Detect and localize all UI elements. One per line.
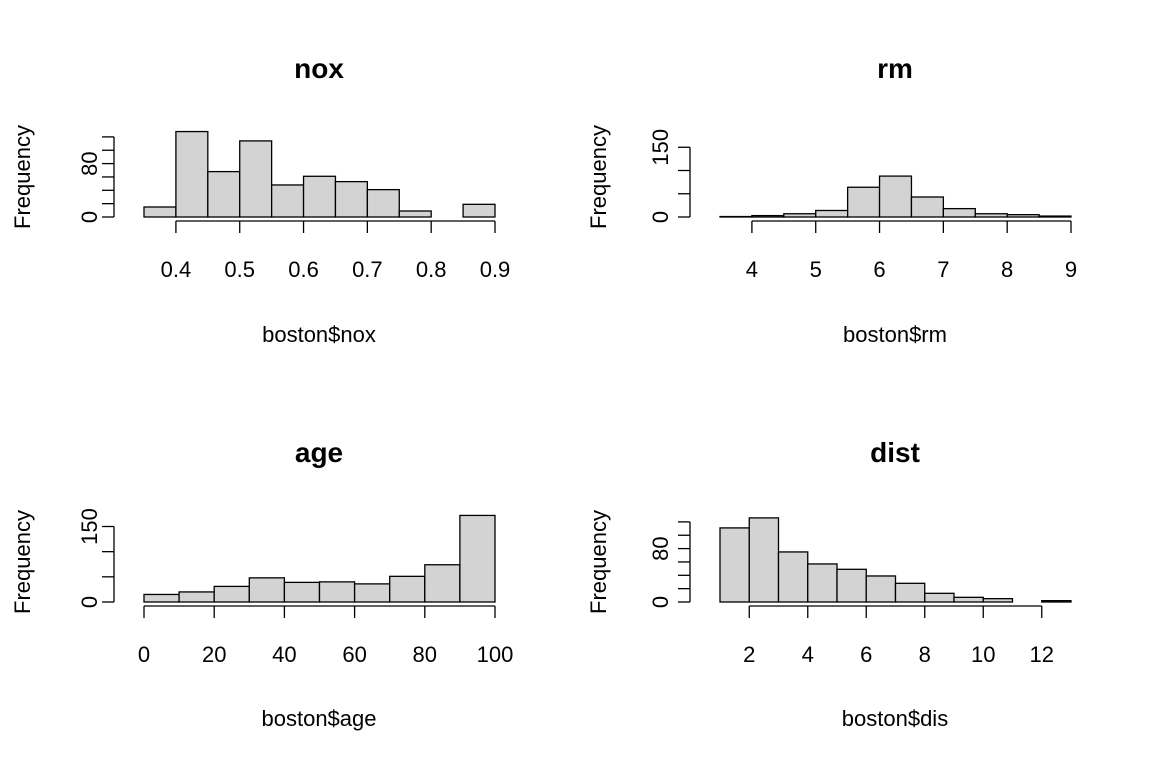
panel-1-x-tick-label: 0.8 bbox=[416, 257, 447, 282]
panel-2-x-tick-label: 7 bbox=[937, 257, 949, 282]
panel-3-y-axis-label: Frequency bbox=[10, 510, 35, 614]
panel-4-x-tick-label: 6 bbox=[860, 642, 872, 667]
panel-4-bar bbox=[865, 575, 897, 603]
panel-4-y-tick-label: 80 bbox=[648, 536, 673, 560]
panel-3-bar bbox=[424, 564, 461, 603]
panel-3-bar bbox=[389, 575, 426, 603]
panel-4-bar bbox=[836, 568, 867, 603]
panel-4-bar bbox=[1041, 600, 1072, 603]
panel-1-y-axis-label: Frequency bbox=[10, 125, 35, 229]
panel-3-title: age bbox=[295, 437, 343, 468]
panel-2-x-tick-label: 6 bbox=[873, 257, 885, 282]
panel-3-y-tick-label: 0 bbox=[77, 596, 102, 608]
panel-4-bar bbox=[982, 598, 1014, 603]
panel-1-y-tick-label: 0 bbox=[77, 211, 102, 223]
panel-4-bar bbox=[953, 596, 984, 603]
panel-2-y-tick-label: 150 bbox=[648, 129, 673, 166]
panel-3-bar bbox=[213, 585, 250, 603]
panel-2-x-tick-label: 8 bbox=[1001, 257, 1013, 282]
panel-3-bar bbox=[283, 581, 321, 603]
panel-3-x-tick-label: 80 bbox=[413, 642, 437, 667]
panel-2-y-axis-label: Frequency bbox=[586, 125, 611, 229]
panel-2-bar bbox=[1006, 214, 1040, 218]
panel-2-title: rm bbox=[877, 53, 913, 84]
panel-1-bar bbox=[175, 130, 209, 218]
panel-4-y-axis-label: Frequency bbox=[586, 510, 611, 614]
panel-1-x-tick-label: 0.9 bbox=[480, 257, 511, 282]
panel-1-title: nox bbox=[294, 53, 344, 84]
panel-3-bar bbox=[353, 583, 391, 603]
panel-2-bar bbox=[974, 213, 1008, 218]
panel-2-y-tick-label: 0 bbox=[648, 211, 673, 223]
panel-1-x-tick-label: 0.7 bbox=[352, 257, 383, 282]
panel-3-bar bbox=[248, 577, 286, 603]
panel-2-bar bbox=[815, 209, 849, 218]
panel-2-bar bbox=[942, 207, 976, 218]
panel-1-bar bbox=[334, 180, 369, 218]
panel-4-x-tick-label: 12 bbox=[1030, 642, 1054, 667]
panel-1-bar bbox=[207, 170, 241, 218]
panel-2-bar bbox=[910, 196, 945, 218]
panel-2-x-tick-label: 4 bbox=[746, 257, 758, 282]
panel-4-bar bbox=[777, 551, 809, 603]
panel-1-bar bbox=[270, 184, 305, 218]
panel-1-x-tick-label: 0.6 bbox=[288, 257, 319, 282]
panel-2-bar bbox=[1038, 215, 1072, 218]
panel-1-bar bbox=[239, 140, 273, 218]
panel-4-y-tick-label: 0 bbox=[648, 596, 673, 608]
panel-3-y-tick-label: 150 bbox=[77, 508, 102, 545]
panel-1-bar bbox=[302, 175, 337, 218]
panel-4-bar bbox=[807, 563, 838, 603]
panel-4-x-tick-label: 10 bbox=[971, 642, 995, 667]
panel-1-bar bbox=[143, 206, 177, 218]
panel-4-bar bbox=[894, 582, 926, 603]
panel-4-bar bbox=[924, 592, 955, 603]
panel-2-x-tick-label: 9 bbox=[1065, 257, 1077, 282]
panel-2-bar bbox=[751, 214, 785, 218]
panel-4-title: dist bbox=[870, 437, 920, 468]
panel-4-bar bbox=[719, 527, 750, 603]
panel-4-x-tick-label: 4 bbox=[802, 642, 814, 667]
panel-1-y-tick-label: 80 bbox=[77, 151, 102, 175]
panel-3-x-tick-label: 40 bbox=[272, 642, 296, 667]
panel-3-bar bbox=[178, 591, 215, 603]
panel-4-x-tick-label: 8 bbox=[919, 642, 931, 667]
panel-1-bar bbox=[398, 210, 432, 218]
panel-2-bar bbox=[878, 175, 913, 218]
panel-2-x-axis-label: boston$rm bbox=[843, 322, 947, 347]
panel-3-bar bbox=[318, 581, 356, 603]
panel-2-bar bbox=[783, 213, 817, 218]
panel-4-x-axis-label: boston$dis bbox=[842, 706, 948, 731]
panel-3-x-tick-label: 0 bbox=[138, 642, 150, 667]
panel-1-x-tick-label: 0.5 bbox=[224, 257, 255, 282]
panel-4-bar bbox=[748, 517, 780, 603]
panel-3-bar bbox=[459, 514, 496, 603]
panel-4-x-tick-label: 2 bbox=[743, 642, 755, 667]
panel-1-bar bbox=[462, 203, 496, 218]
panel-3-x-tick-label: 20 bbox=[202, 642, 226, 667]
panel-1-bar bbox=[366, 188, 400, 218]
panel-3-x-tick-label: 100 bbox=[477, 642, 514, 667]
panel-3-x-axis-label: boston$age bbox=[262, 706, 377, 731]
panel-1-x-axis-label: boston$nox bbox=[262, 322, 376, 347]
panel-2-bar bbox=[846, 186, 881, 218]
panel-3-bar bbox=[143, 593, 180, 603]
panel-2-x-tick-label: 5 bbox=[810, 257, 822, 282]
panel-1-x-tick-label: 0.4 bbox=[161, 257, 192, 282]
panel-3-x-tick-label: 60 bbox=[342, 642, 366, 667]
